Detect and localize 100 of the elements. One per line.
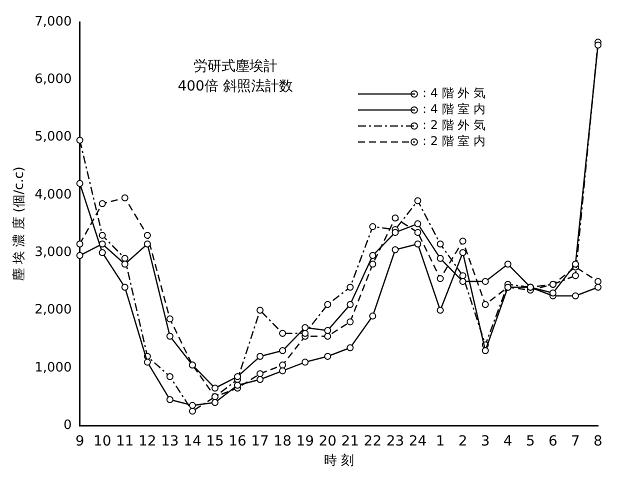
point	[459, 249, 466, 256]
point	[392, 246, 399, 254]
point	[121, 284, 128, 291]
x-tick-label: 12	[138, 434, 156, 450]
y-tick-label: 4,000	[34, 187, 72, 202]
point	[279, 347, 286, 354]
legend-label: : 4 階 外 気	[422, 86, 486, 100]
y-tick-label: 1,000	[34, 360, 72, 376]
point	[459, 272, 466, 280]
point	[414, 228, 422, 236]
x-tick-label: 4	[503, 434, 512, 450]
point	[572, 292, 579, 300]
point	[76, 240, 84, 248]
text: 400倍 斜照法計数	[178, 78, 293, 95]
x-tick-label: 21	[341, 434, 360, 450]
point	[482, 301, 489, 308]
point	[436, 306, 444, 314]
point	[256, 306, 264, 314]
point	[279, 330, 286, 337]
point	[211, 399, 218, 406]
point	[211, 384, 218, 392]
point	[166, 315, 174, 322]
x-tick-label: 24	[408, 434, 427, 450]
point	[346, 301, 354, 308]
point	[188, 402, 196, 409]
point	[482, 278, 489, 285]
point	[302, 324, 309, 332]
point	[482, 347, 489, 354]
point	[324, 332, 332, 340]
point	[121, 194, 128, 202]
point	[346, 344, 354, 352]
x-tick-label: 20	[318, 434, 337, 450]
legend-label: : 4 階 室 内	[422, 102, 486, 116]
point	[144, 240, 151, 248]
x-tick-label: 1	[436, 434, 445, 450]
point	[346, 284, 354, 291]
point	[98, 232, 106, 239]
point	[504, 260, 512, 268]
point	[256, 370, 264, 378]
point	[76, 252, 84, 260]
point	[436, 254, 444, 262]
point	[279, 362, 286, 369]
x-tick-label: 18	[274, 434, 292, 450]
point	[459, 278, 466, 285]
point	[549, 289, 556, 296]
legend-label: : 2 階 室 内	[422, 134, 486, 148]
point	[436, 240, 444, 248]
y-tick-label: 2,000	[34, 302, 72, 318]
y-tick-label: 3,000	[34, 245, 72, 260]
point	[76, 180, 84, 187]
x-tick-label: 6	[548, 434, 558, 450]
point	[324, 352, 332, 360]
point	[121, 254, 128, 262]
x-tick-label: 3	[480, 434, 490, 450]
x-tick-label: 11	[116, 434, 134, 450]
x-tick-label: 2	[458, 434, 468, 450]
point	[414, 220, 422, 228]
point	[76, 136, 84, 144]
point	[256, 376, 264, 383]
x-tick-label: 13	[161, 434, 179, 450]
point	[121, 260, 128, 268]
point	[98, 249, 106, 256]
x-tick-label: 14	[184, 434, 202, 450]
point	[459, 238, 466, 245]
point	[144, 358, 151, 366]
point	[369, 252, 376, 260]
point	[392, 214, 399, 222]
x-tick-label: 7	[571, 434, 580, 450]
x-tick-label: 17	[251, 434, 269, 450]
point	[166, 396, 174, 404]
point	[302, 358, 309, 366]
x-tick-label: 19	[296, 434, 314, 450]
text: 労研式塵埃計	[193, 58, 278, 75]
y-tick-label: 0	[64, 418, 72, 433]
point	[436, 275, 444, 282]
x-tick-label: 23	[386, 434, 404, 450]
point	[369, 260, 376, 268]
y-tick-label: 6,000	[34, 72, 72, 88]
point	[302, 330, 309, 337]
point	[279, 367, 286, 374]
point	[324, 301, 332, 308]
x-tick-label: 5	[526, 434, 535, 450]
point	[98, 200, 106, 208]
point	[369, 312, 376, 320]
x-tick-label: 22	[364, 434, 382, 450]
point	[594, 284, 602, 291]
point	[414, 240, 422, 248]
x-axis-title: 時 刻	[324, 454, 354, 469]
x-tick-label: 16	[228, 434, 247, 450]
point	[414, 197, 422, 204]
point	[256, 352, 264, 360]
point	[572, 272, 579, 280]
y-axis-title: 塵 埃 濃 度 (個/c.c)	[11, 166, 28, 282]
point	[166, 373, 174, 380]
x-tick-label: 9	[75, 434, 84, 450]
x-tick-label: 15	[206, 434, 224, 450]
legend-label: : 2 階 外 気	[422, 118, 486, 132]
point	[594, 42, 602, 49]
point	[392, 228, 399, 236]
y-tick-label: 5,000	[34, 130, 72, 145]
